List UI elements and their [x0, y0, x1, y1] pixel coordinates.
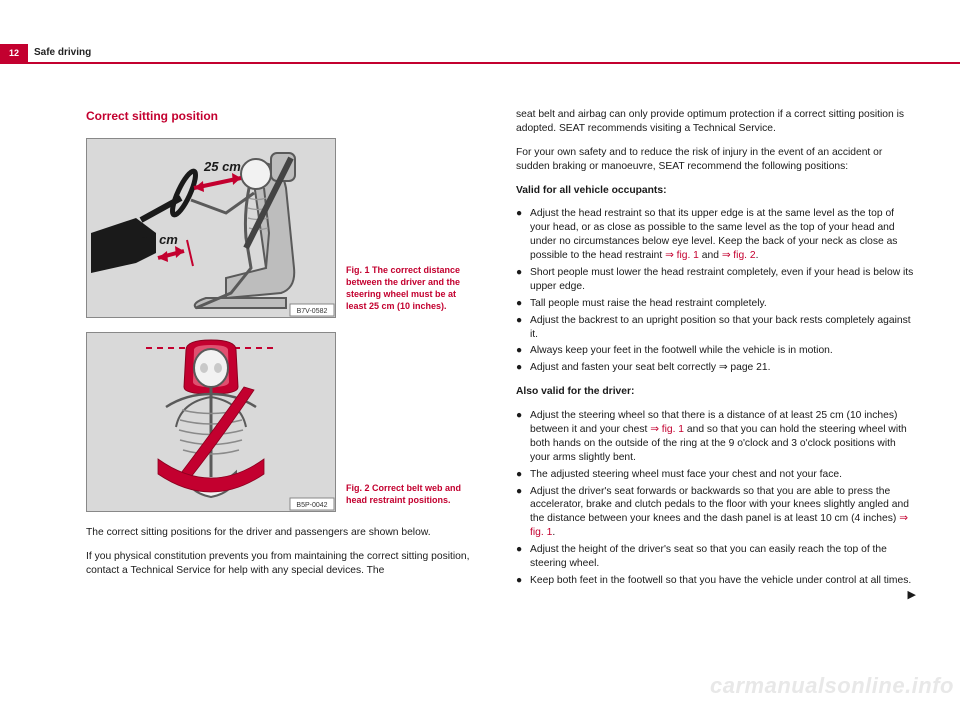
left-para-2: If you physical constitution prevents yo… — [86, 550, 486, 578]
right-column: seat belt and airbag can only provide op… — [516, 108, 916, 606]
bullet-seat-height: ●Adjust the height of the driver's seat … — [516, 543, 916, 571]
continue-icon: ▶ — [908, 588, 916, 603]
fig-ref-2: ⇒ fig. 2 — [722, 250, 756, 261]
bullet-steering-face: ●The adjusted steering wheel must face y… — [516, 468, 916, 482]
bullet-dot: ● — [516, 207, 530, 263]
bullet-text: Adjust the head restraint so that its up… — [530, 207, 916, 263]
left-para-1: The correct sitting positions for the dr… — [86, 526, 486, 540]
watermark: carmanualsonline.info — [710, 673, 954, 699]
figure-1: 25 cm 10 cm B7V-0582 Fig. 1 The correct … — [86, 138, 486, 318]
fig2-code: B5P-0042 — [296, 502, 327, 509]
right-intro-2: For your own safety and to reduce the ri… — [516, 146, 916, 174]
header-rule — [0, 62, 960, 64]
figure-2-svg: B5P-0042 — [86, 332, 336, 512]
fig-ref-1b: ⇒ fig. 1 — [650, 424, 684, 435]
page-content: Correct sitting position — [86, 108, 916, 678]
bullet-head-restraint: ● Adjust the head restraint so that its … — [516, 207, 916, 263]
fig-ref-1: ⇒ fig. 1 — [665, 250, 699, 261]
bullet-backrest: ●Adjust the backrest to an upright posit… — [516, 314, 916, 342]
left-column: Correct sitting position — [86, 108, 486, 588]
bullet-steering-distance: ● Adjust the steering wheel so that ther… — [516, 409, 916, 465]
figure-2-caption: Fig. 2 Correct belt web and head restrai… — [346, 483, 476, 512]
section-title: Safe driving — [34, 47, 91, 58]
bullet-both-feet: ●Keep both feet in the footwell so that … — [516, 574, 916, 603]
bullet-short-people: ●Short people must lower the head restra… — [516, 266, 916, 294]
bullet-seat-belt: ●Adjust and fasten your seat belt correc… — [516, 361, 916, 375]
fig1-label-25cm: 25 cm — [203, 159, 241, 174]
page-number: 12 — [0, 44, 28, 62]
fig1-code: B7V-0582 — [297, 308, 328, 315]
bullet-feet-footwell: ●Always keep your feet in the footwell w… — [516, 344, 916, 358]
right-heading-driver: Also valid for the driver: — [516, 385, 916, 399]
bullet-seat-forward: ● Adjust the driver's seat forwards or b… — [516, 485, 916, 541]
bullet-tall-people: ●Tall people must raise the head restrai… — [516, 297, 916, 311]
right-heading-occupants: Valid for all vehicle occupants: — [516, 184, 916, 198]
fig1-label-10cm: 10 cm — [141, 232, 178, 247]
page-header: 12 Safe driving — [0, 0, 960, 62]
heading-correct-sitting: Correct sitting position — [86, 108, 486, 124]
figure-1-caption: Fig. 1 The correct distance between the … — [346, 265, 476, 318]
figure-2: B5P-0042 Fig. 2 Correct belt web and hea… — [86, 332, 486, 512]
right-intro-1: seat belt and airbag can only provide op… — [516, 108, 916, 136]
figure-1-svg: 25 cm 10 cm B7V-0582 — [86, 138, 336, 318]
